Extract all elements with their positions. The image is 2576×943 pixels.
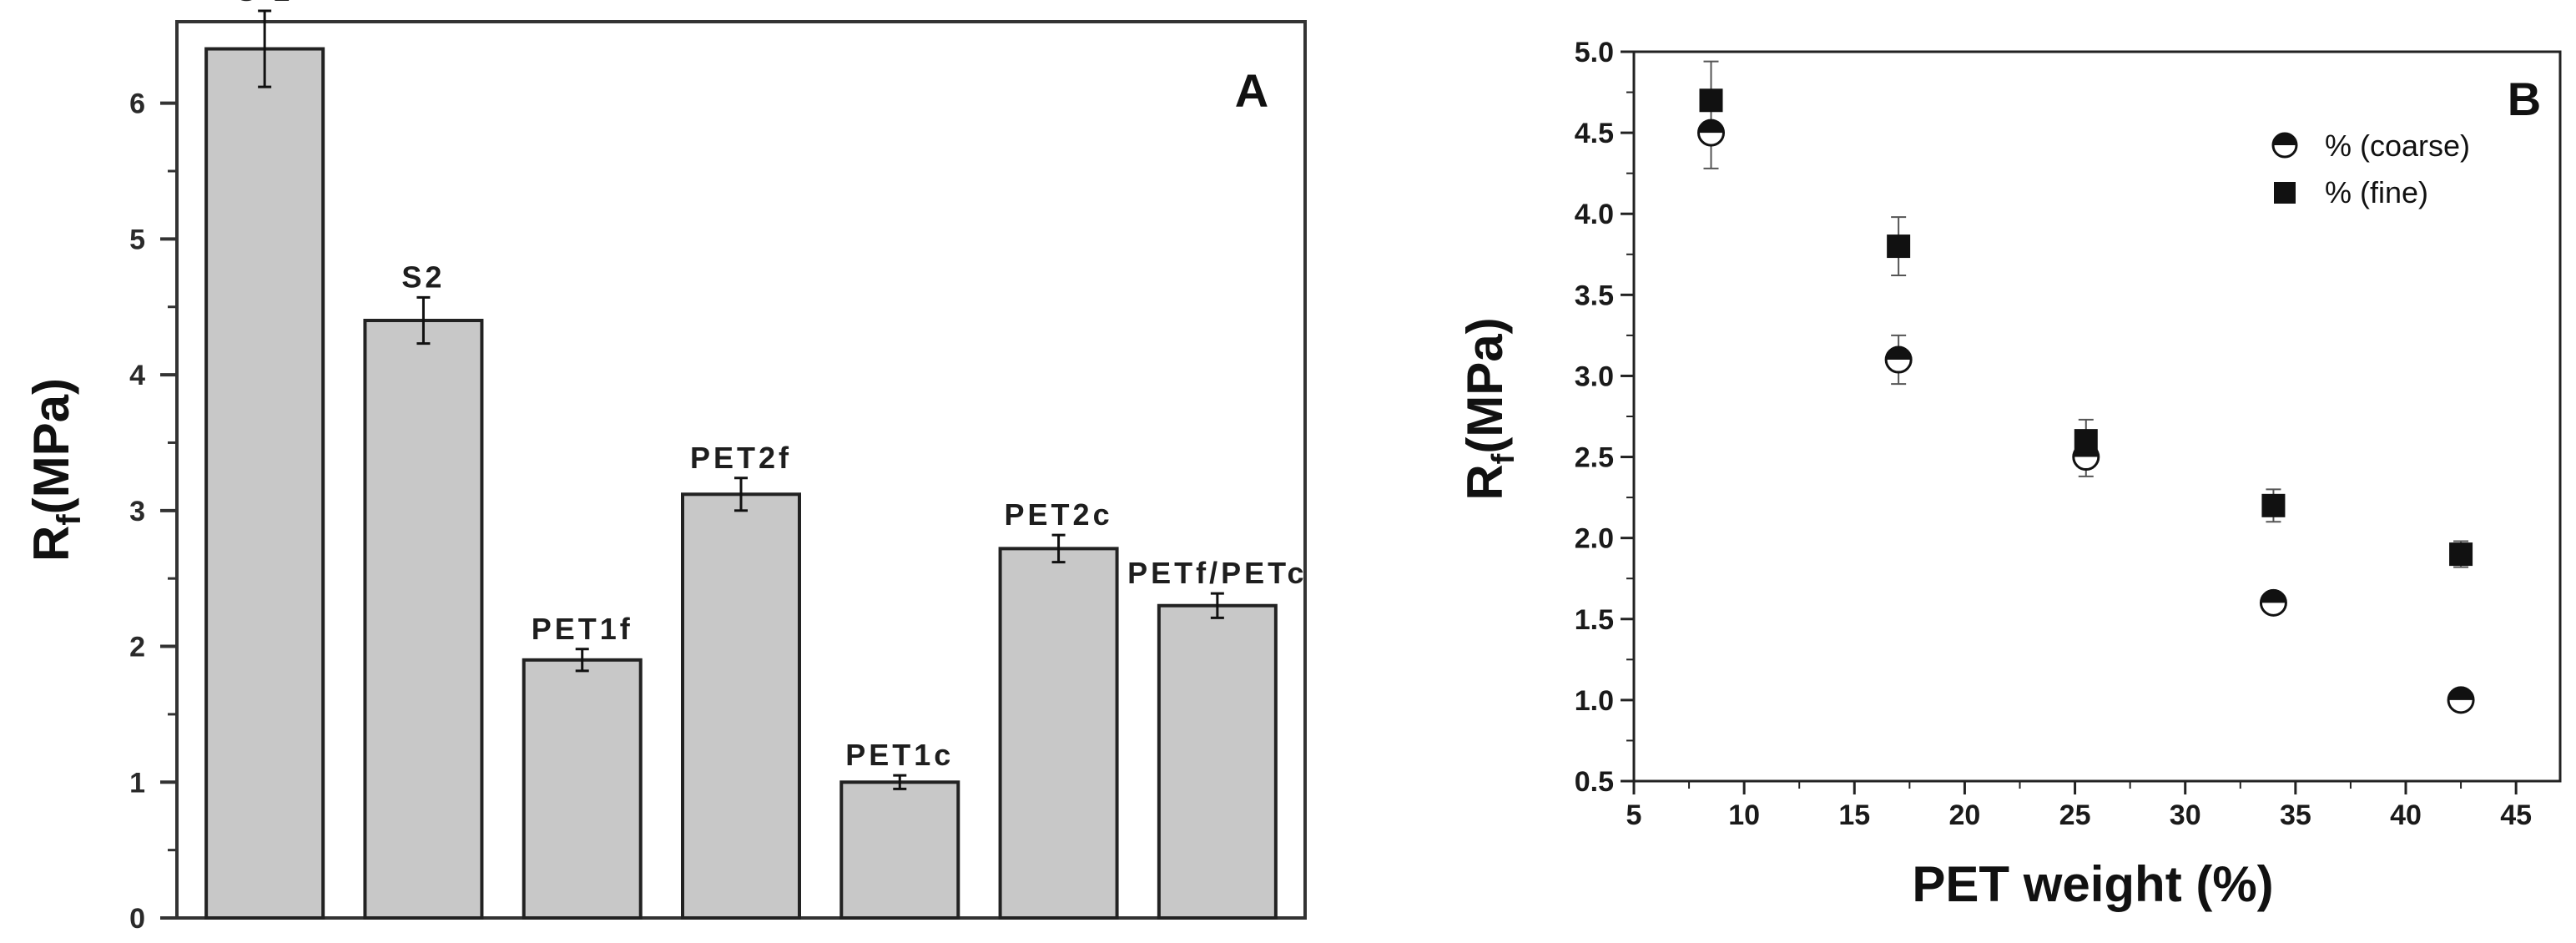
panel-b-y-title-sub: f [1486, 453, 1521, 464]
panel-b-y-axis-title: Rf(MPa) [1457, 317, 1521, 500]
panel-b-y-ticks: 0.5 1.0 1.5 2.0 2.5 3.0 3.5 4.0 4.5 5.0 [1575, 37, 1634, 798]
bar-pet2f [681, 492, 801, 920]
panel-a-y-title-sub: f [51, 514, 88, 526]
panel-a-y-title-suffix: (MPa) [23, 378, 79, 514]
panel-b-x-tick-label: 5 [1626, 799, 1642, 831]
panel-b-legend: % (coarse) % (fine) [2271, 129, 2470, 209]
panel-b-y-tick-label: 3.0 [1575, 361, 1614, 392]
panel-b-y-tick-label: 4.5 [1575, 118, 1614, 149]
panel-a-y-tick-label: 0 [129, 903, 145, 935]
bar-label: PET2c [1005, 497, 1113, 532]
legend-fine-label: % (fine) [2325, 175, 2428, 209]
point-coarse-fill [2261, 590, 2286, 603]
panel-b-y-tick-label: 4.0 [1575, 199, 1614, 230]
point-coarse-fill [1886, 347, 1912, 361]
panel-a-y-tick-label: 1 [129, 767, 145, 799]
panel-b-x-tick-label: 40 [2390, 799, 2422, 831]
point-coarse-fill [2448, 687, 2474, 700]
bar-label: S-1 [236, 0, 293, 8]
point-fine [1887, 234, 1911, 259]
bar-pet1f [522, 658, 643, 920]
panel-b-x-tick-label: 30 [2170, 799, 2201, 831]
panel-b-y-tick-label: 2.0 [1575, 523, 1614, 555]
panel-a-label: A [1235, 64, 1268, 117]
panel-b-x-ticks: 5 10 15 20 25 30 35 40 45 [1626, 781, 2532, 831]
panel-b-y-tick-label: 1.0 [1575, 685, 1614, 717]
panel-a-y-tick-label: 5 [129, 224, 145, 255]
panel-b-scatter-chart: 0.5 1.0 1.5 2.0 2.5 3.0 3.5 4.0 4.5 5.0 5 10 15 20 25… [1457, 37, 2562, 912]
panel-b-x-tick-label: 45 [2500, 799, 2532, 831]
panel-a-y-axis-title: Rf(MPa) [23, 378, 88, 562]
legend-coarse-label: % (coarse) [2325, 129, 2470, 163]
panel-a-bars [204, 47, 1278, 920]
panel-b-x-axis-title: PET weight (%) [1912, 856, 2273, 912]
panel-b-y-tick-label: 2.5 [1575, 442, 1614, 474]
bar-label: S2 [401, 260, 445, 294]
panel-a-bar-labels: S-1 S2 PET1f PET2f PET1c PET2c PETf/PETc [236, 0, 1307, 772]
panel-b-x-tick-label: 35 [2280, 799, 2311, 831]
panel-b-y-title-main: R [1457, 464, 1513, 500]
panel-a-y-tick-label: 3 [129, 496, 145, 527]
point-fine [2449, 542, 2473, 567]
panel-b-y-tick-label: 3.5 [1575, 280, 1614, 311]
panel-b-x-tick-label: 15 [1838, 799, 1870, 831]
panel-b-x-tick-label: 20 [1949, 799, 1981, 831]
panel-b-points [1697, 88, 2475, 714]
bar-label: PET2f [690, 441, 792, 475]
bar-s-1 [204, 47, 325, 920]
panel-a-y-tick-label: 6 [129, 88, 145, 120]
point-fine [2074, 429, 2098, 453]
bar-label: PET1f [532, 612, 633, 646]
panel-a-y-tick-label: 2 [129, 632, 145, 663]
panel-a-bar-chart: 0 1 2 3 4 5 6 S-1 S2 PET1f PET2f PET1c PET2c PETf/PE… [23, 0, 1307, 935]
point-coarse-fill [1698, 120, 1724, 134]
bar-pet2c [998, 547, 1119, 920]
panel-a-error-bars [258, 9, 1224, 790]
panel-b-y-tick-label: 0.5 [1575, 766, 1614, 798]
point-fine [1699, 88, 1723, 113]
point-fine [2261, 493, 2286, 517]
bar-label: PET1c [845, 738, 954, 772]
panel-b-y-tick-label: 1.5 [1575, 604, 1614, 636]
panel-a-y-ticks: 0 1 2 3 4 5 6 [129, 88, 177, 935]
bar-s2 [363, 319, 484, 920]
bar-label: PETf/PETc [1127, 556, 1307, 590]
legend-coarse-marker [2271, 132, 2298, 159]
panel-b-x-tick-label: 10 [1728, 799, 1760, 831]
bar-pet1c [839, 780, 960, 920]
panel-b-label: B [2508, 73, 2541, 125]
panel-b-x-tick-label: 25 [2059, 799, 2091, 831]
bar-petf-petc [1157, 603, 1278, 920]
panel-b-y-title-suffix: (MPa) [1457, 317, 1513, 453]
panel-b-y-tick-label: 5.0 [1575, 37, 1614, 68]
panel-a-y-tick-label: 4 [129, 360, 145, 391]
panel-a-y-title-main: R [23, 526, 79, 562]
legend-fine-marker [2274, 182, 2296, 204]
